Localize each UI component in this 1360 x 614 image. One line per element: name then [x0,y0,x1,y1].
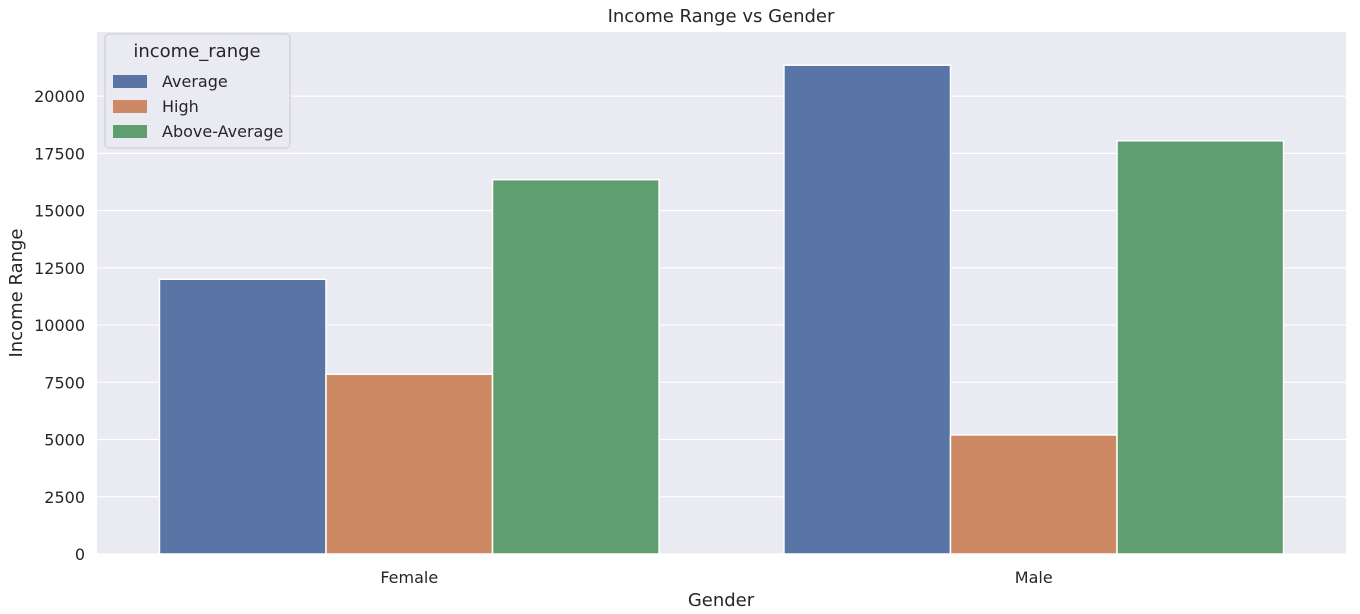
y-tick-label: 7500 [44,373,85,392]
x-tick-label: Female [380,568,438,587]
bar-male-above-average [1116,140,1285,555]
x-axis-ticks: Female Male [380,568,1052,587]
y-tick-label: 10000 [34,316,85,335]
legend-label: Above-Average [162,122,283,141]
legend: income_range Average High Above-Average [104,33,291,149]
legend-swatch [113,75,147,88]
y-tick-label: 2500 [44,488,85,507]
y-tick-label: 20000 [34,87,85,106]
legend-label: High [162,97,199,116]
bars [158,64,1285,555]
legend-label: Average [162,72,228,91]
legend-box [104,33,291,149]
bar-male-average [783,64,952,555]
x-tick-label: Male [1015,568,1053,587]
bar-female-average [158,278,327,555]
y-tick-label: 12500 [34,259,85,278]
y-axis-title: Income Range [6,228,27,357]
legend-swatch [113,125,147,138]
y-tick-label: 0 [75,545,85,564]
chart-title: Income Range vs Gender [608,6,835,27]
x-axis-title: Gender [688,590,755,611]
y-tick-label: 17500 [34,144,85,163]
bar-female-high [325,373,494,555]
y-tick-label: 5000 [44,431,85,450]
y-tick-label: 15000 [34,202,85,221]
bar-male-high [949,434,1118,555]
bar-female-above-average [491,178,660,555]
legend-title: income_range [133,41,260,62]
legend-swatch [113,100,147,113]
y-axis-ticks: 0 2500 5000 7500 10000 12500 15000 17500 20000 [34,87,85,564]
